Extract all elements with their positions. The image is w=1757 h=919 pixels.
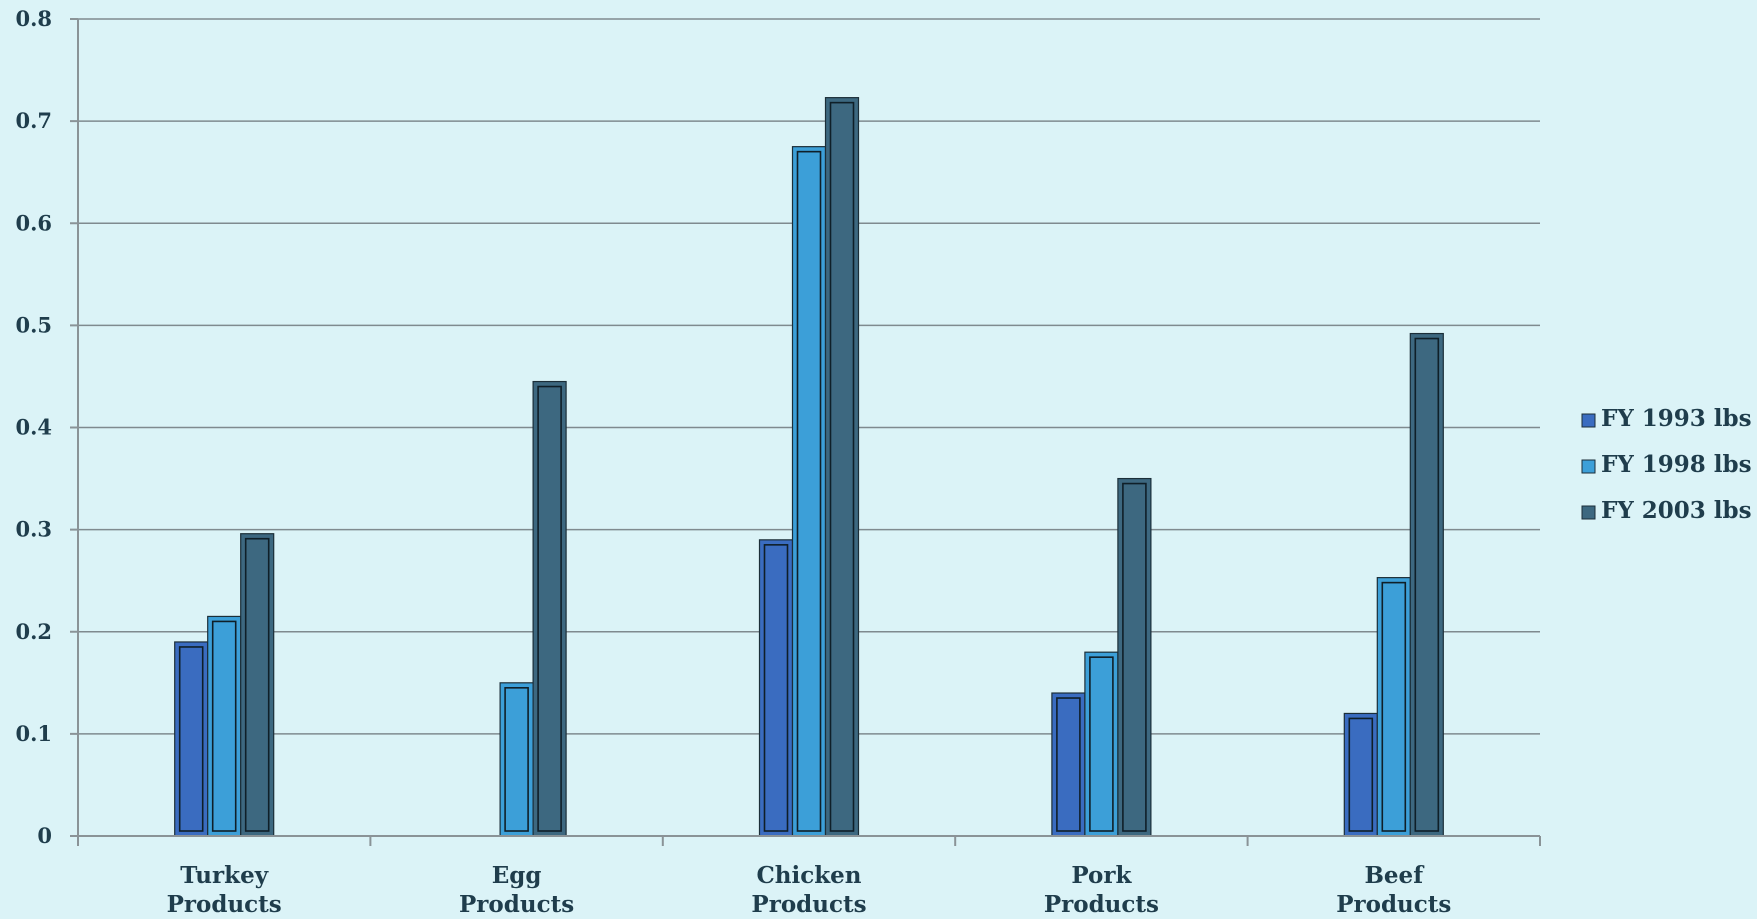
bar — [1409, 332, 1444, 837]
bar-inner — [829, 101, 855, 832]
y-tick-label: 0.4 — [15, 415, 52, 440]
legend-swatch — [1581, 413, 1596, 428]
legend: FY 1993 lbs FY 1998 lbs FY 2003 lbs — [1581, 405, 1752, 524]
legend-label: FY 1993 lbs — [1601, 405, 1752, 432]
legend-swatch — [1581, 459, 1596, 474]
x-category-label: Products — [167, 891, 282, 918]
legend-item: FY 2003 lbs — [1581, 497, 1752, 524]
y-tick-label: 0.5 — [15, 312, 52, 337]
x-category-label: Products — [1336, 891, 1451, 918]
bar-inner — [537, 385, 562, 832]
y-tick-label: 0.3 — [15, 517, 52, 542]
bar-inner — [763, 544, 789, 832]
x-category-label: Beef — [1364, 862, 1425, 889]
bar — [791, 146, 827, 837]
axes — [70, 18, 1541, 846]
bar-inner — [1089, 656, 1114, 832]
bar — [758, 539, 794, 837]
bar-inner — [1348, 717, 1374, 832]
bar — [532, 380, 567, 837]
bar-inner — [244, 537, 270, 832]
bar-inner — [796, 150, 822, 832]
legend-swatch — [1581, 505, 1596, 520]
y-tick-label: 0.2 — [15, 619, 52, 644]
x-category-label: Turkey — [180, 862, 268, 889]
bar — [1376, 577, 1411, 837]
bar — [1051, 692, 1086, 837]
legend-item: FY 1998 lbs — [1581, 451, 1752, 478]
bar — [499, 682, 534, 837]
x-axis-labels: TurkeyProductsEggProductsChickenProducts… — [167, 862, 1452, 918]
x-category-label: Pork — [1071, 862, 1132, 889]
bar — [1084, 651, 1119, 837]
legend-label: FY 1998 lbs — [1601, 451, 1752, 478]
bar — [207, 615, 242, 837]
x-category-label: Products — [751, 891, 866, 918]
y-tick-label: 0 — [37, 823, 52, 848]
bar — [174, 641, 209, 837]
bar-inner — [504, 687, 529, 832]
bar-inner — [1381, 581, 1407, 832]
y-tick-label: 0.6 — [15, 210, 52, 235]
legend-item: FY 1993 lbs — [1581, 405, 1752, 432]
bar-inner — [211, 620, 237, 832]
y-tick-label: 0.1 — [15, 721, 52, 746]
x-category-label: Chicken — [756, 862, 861, 889]
bar — [1343, 712, 1378, 837]
bars — [174, 97, 1444, 837]
bar-inner — [1414, 337, 1440, 832]
bar-inner — [178, 646, 204, 832]
bar-inner — [1122, 482, 1147, 832]
bar — [1117, 477, 1152, 837]
x-category-label: Egg — [492, 862, 542, 889]
y-tick-label: 0.7 — [15, 108, 52, 133]
x-category-label: Products — [1044, 891, 1159, 918]
bar — [240, 533, 275, 837]
bar-inner — [1056, 697, 1081, 832]
y-tick-label: 0.8 — [15, 6, 52, 31]
bar — [824, 97, 860, 837]
y-axis-ticks: 0 0.1 0.2 0.3 0.4 0.5 0.6 0.7 0.8 — [15, 6, 52, 848]
legend-label: FY 2003 lbs — [1601, 497, 1752, 524]
x-category-label: Products — [459, 891, 574, 918]
